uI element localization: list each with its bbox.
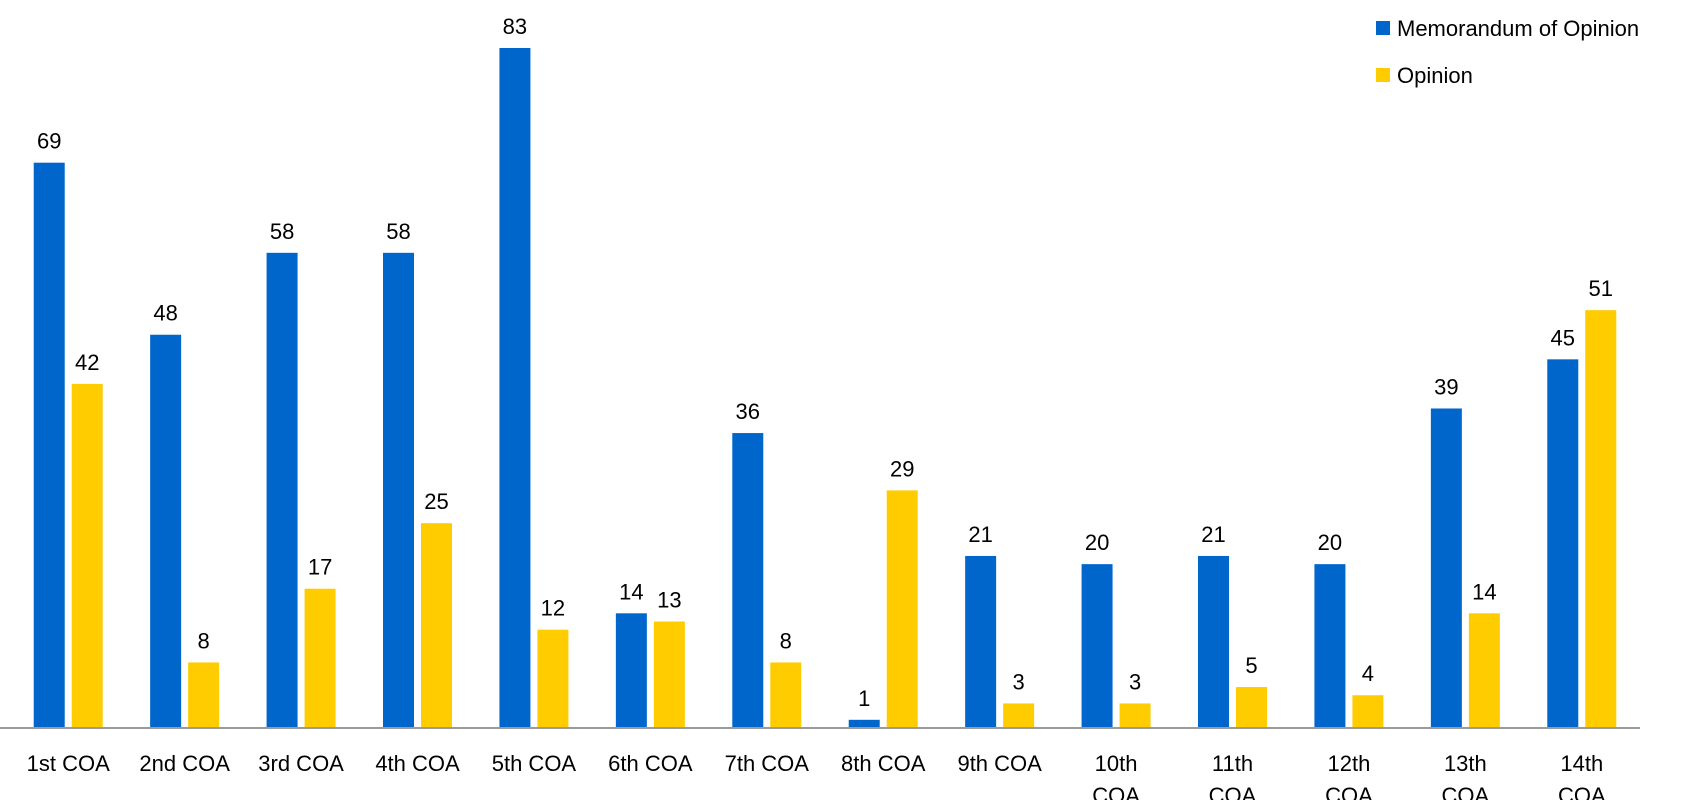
memorandum-bar-2 [150, 334, 182, 728]
x-tick-label-14-line-1: 14th [1560, 751, 1603, 776]
x-tick-label-14-line-2: COA [1558, 783, 1606, 800]
x-tick-label-10-line-2: COA [1092, 783, 1140, 800]
x-tick-label-2: 2nd COA [139, 751, 230, 776]
memorandum-value-label-1: 69 [37, 129, 61, 154]
memorandum-value-label-13: 39 [1434, 374, 1458, 399]
opinion-value-label-13: 14 [1472, 579, 1496, 604]
x-tick-label-4: 4th COA [375, 751, 460, 776]
opinion-bar-13 [1468, 613, 1500, 728]
opinion-bar-11 [1236, 687, 1267, 728]
opinion-bar-8 [886, 490, 918, 728]
opinion-value-label-5: 12 [541, 596, 565, 621]
x-tick-label-3: 3rd COA [258, 751, 344, 776]
x-tick-label-10-line-1: 10th [1095, 751, 1138, 776]
opinion-value-label-1: 42 [75, 350, 99, 375]
opinion-value-label-11: 5 [1245, 653, 1257, 678]
opinion-value-label-14: 51 [1589, 276, 1613, 301]
opinion-bar-10 [1119, 703, 1151, 728]
memorandum-bar-14 [1547, 359, 1579, 728]
memorandum-bar-5 [499, 48, 531, 728]
x-tick-label-5: 5th COA [492, 751, 577, 776]
opinion-value-label-9: 3 [1013, 669, 1025, 694]
memorandum-bar-7 [732, 433, 764, 728]
memorandum-value-label-11: 21 [1201, 522, 1225, 547]
opinion-value-label-7: 8 [780, 628, 792, 653]
opinion-bar-12 [1352, 695, 1384, 728]
memorandum-value-label-2: 48 [153, 301, 177, 326]
opinion-bar-14 [1585, 310, 1617, 728]
opinion-value-label-3: 17 [308, 555, 332, 580]
value-labels-group: 69 42 48 8 58 17 58 25 83 12 14 13 36 8 1 29 21 3 20 3 21 5 20… [37, 14, 1613, 711]
memorandum-bar-12 [1314, 564, 1346, 728]
memorandum-bar-3 [266, 252, 298, 728]
opinion-bar-9 [1003, 703, 1035, 728]
memorandum-bar-11 [1198, 555, 1229, 728]
memorandum-value-label-10: 20 [1085, 530, 1109, 555]
opinion-bar-1 [71, 383, 103, 728]
x-tick-label-11-line-1: 11th [1212, 751, 1253, 776]
memorandum-value-label-9: 21 [968, 522, 992, 547]
x-tick-labels-group: 1st COA 2nd COA 3rd COA 4th COA 5th COA 6th C… [27, 751, 1606, 800]
opinion-bar-5 [537, 629, 569, 728]
x-tick-label-13-line-2: COA [1442, 783, 1490, 800]
memorandum-value-label-7: 36 [736, 399, 760, 424]
opinion-value-label-2: 8 [198, 628, 210, 653]
opinion-bar-3 [304, 588, 336, 728]
memorandum-bar-9 [965, 555, 997, 728]
x-tick-label-6: 6th COA [608, 751, 693, 776]
memorandum-value-label-4: 58 [386, 219, 410, 244]
memorandum-bar-13 [1430, 408, 1462, 728]
x-tick-label-7: 7th COA [725, 751, 810, 776]
x-tick-label-1: 1st COA [27, 751, 110, 776]
legend: Memorandum of Opinion Opinion [1376, 16, 1639, 88]
opinion-value-label-4: 25 [424, 489, 448, 514]
memorandum-value-label-6: 14 [619, 579, 643, 604]
opinion-value-label-6: 13 [657, 587, 681, 612]
memorandum-bar-4 [383, 252, 414, 728]
memorandum-value-label-14: 45 [1551, 325, 1575, 350]
opinion-value-label-12: 4 [1362, 661, 1374, 686]
opinion-value-label-8: 29 [890, 456, 914, 481]
legend-label-2: Opinion [1397, 63, 1473, 88]
legend-label-1: Memorandum of Opinion [1397, 16, 1639, 41]
x-tick-label-11-line-2: COA [1209, 783, 1257, 800]
opinion-bar-6 [653, 621, 685, 728]
x-tick-label-12-line-1: 12th [1328, 751, 1371, 776]
memorandum-bar-10 [1081, 564, 1113, 728]
opinion-value-label-10: 3 [1129, 669, 1141, 694]
opinion-bar-7 [770, 662, 802, 728]
x-tick-label-9: 9th COA [957, 751, 1042, 776]
memorandum-value-label-3: 58 [270, 219, 294, 244]
x-tick-label-8: 8th COA [841, 751, 926, 776]
memorandum-bar-8 [848, 719, 880, 728]
memorandum-value-label-5: 83 [503, 14, 527, 39]
memorandum-bar-6 [615, 613, 647, 728]
x-tick-label-12-line-2: COA [1325, 783, 1373, 800]
opinion-bar-4 [421, 523, 452, 728]
legend-swatch-1 [1376, 21, 1390, 35]
x-tick-label-13-line-1: 13th [1444, 751, 1487, 776]
legend-swatch-2 [1376, 68, 1390, 82]
memorandum-bar-1 [33, 162, 65, 728]
memorandum-value-label-12: 20 [1318, 530, 1342, 555]
bars-group [33, 48, 1617, 728]
opinion-bar-2 [188, 662, 220, 728]
memorandum-value-label-8: 1 [858, 686, 870, 711]
